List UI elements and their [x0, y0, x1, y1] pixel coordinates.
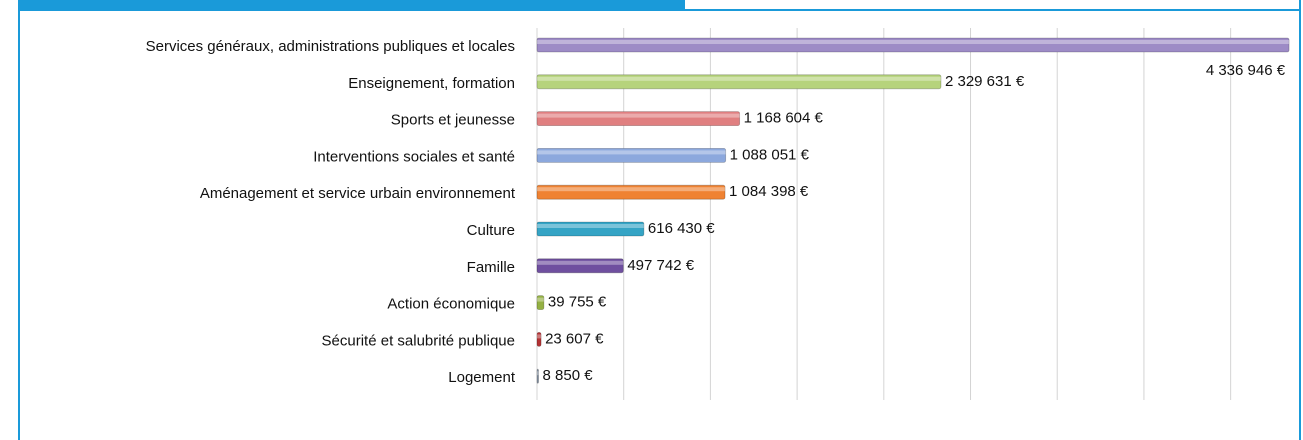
category-label: Logement: [448, 369, 516, 386]
bar: [536, 74, 942, 90]
value-label: 4 336 946 €: [1206, 62, 1286, 79]
bar-shine: [537, 224, 644, 228]
category-label: Sécurité et salubrité publique: [322, 332, 515, 349]
category-label: Action économique: [387, 296, 515, 313]
value-label: 8 850 €: [543, 367, 594, 384]
bar: [536, 111, 741, 126]
bar-shine: [537, 40, 1290, 44]
bar-shine: [537, 187, 726, 192]
bar: [536, 37, 1290, 53]
value-label: 1 168 604 €: [744, 110, 824, 127]
value-label: 23 607 €: [545, 330, 604, 347]
bar: [536, 221, 645, 237]
bar: [536, 147, 727, 163]
bar-shine: [537, 260, 624, 265]
category-label: Interventions sociales et santé: [313, 148, 515, 165]
bar-shine: [537, 334, 542, 339]
bar: [536, 331, 542, 347]
category-label: Enseignement, formation: [348, 75, 515, 92]
right-border: [1299, 0, 1301, 440]
bar-shine: [537, 113, 740, 118]
value-label: 1 084 398 €: [729, 183, 809, 200]
bar-shine: [537, 371, 539, 376]
bar: [536, 258, 624, 274]
header-line: [685, 9, 1300, 11]
value-label: 1 088 051 €: [730, 146, 810, 163]
value-label: 39 755 €: [548, 294, 607, 311]
bar: [536, 295, 545, 311]
left-border: [18, 0, 20, 440]
category-label: Services généraux, administrations publi…: [146, 38, 515, 55]
bar: [536, 368, 539, 384]
bar-shine: [537, 297, 544, 302]
category-label: Culture: [467, 222, 515, 239]
bar-shine: [537, 76, 941, 81]
value-label: 616 430 €: [648, 220, 715, 237]
header-band: [18, 0, 685, 11]
category-label: Sports et jeunesse: [391, 112, 515, 129]
category-label: Famille: [467, 259, 515, 276]
value-label: 497 742 €: [627, 257, 694, 274]
bar-shine: [537, 150, 726, 155]
bar: [536, 184, 726, 200]
value-label: 2 329 631 €: [945, 73, 1025, 90]
category-label: Aménagement et service urbain environnem…: [200, 185, 516, 202]
